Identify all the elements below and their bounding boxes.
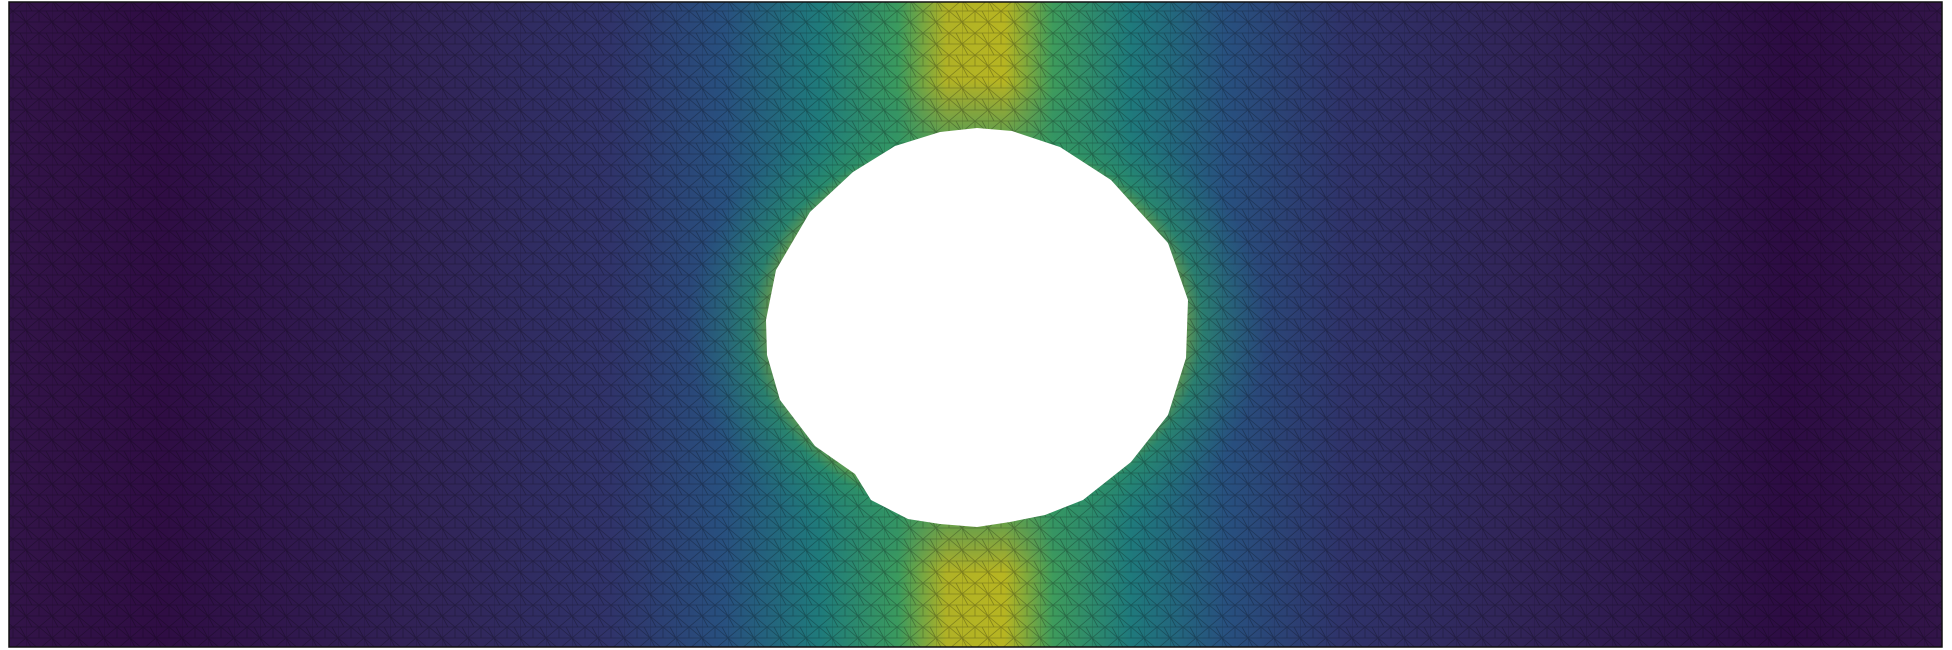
hole (766, 128, 1188, 527)
plate-border (8, 1, 1943, 648)
